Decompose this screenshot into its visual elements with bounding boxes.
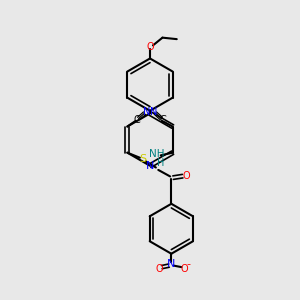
Text: N: N bbox=[150, 107, 157, 117]
Text: C: C bbox=[134, 115, 140, 125]
Text: O: O bbox=[155, 264, 163, 274]
Text: S: S bbox=[139, 154, 146, 164]
Text: N: N bbox=[143, 107, 150, 117]
Text: C: C bbox=[160, 115, 166, 125]
Text: N: N bbox=[167, 259, 176, 269]
Text: -: - bbox=[187, 260, 190, 269]
Text: N: N bbox=[146, 161, 154, 171]
Text: O: O bbox=[182, 171, 190, 181]
Text: O: O bbox=[181, 264, 188, 274]
Text: H: H bbox=[157, 158, 164, 168]
Text: O: O bbox=[146, 42, 154, 52]
Text: NH: NH bbox=[149, 149, 165, 160]
